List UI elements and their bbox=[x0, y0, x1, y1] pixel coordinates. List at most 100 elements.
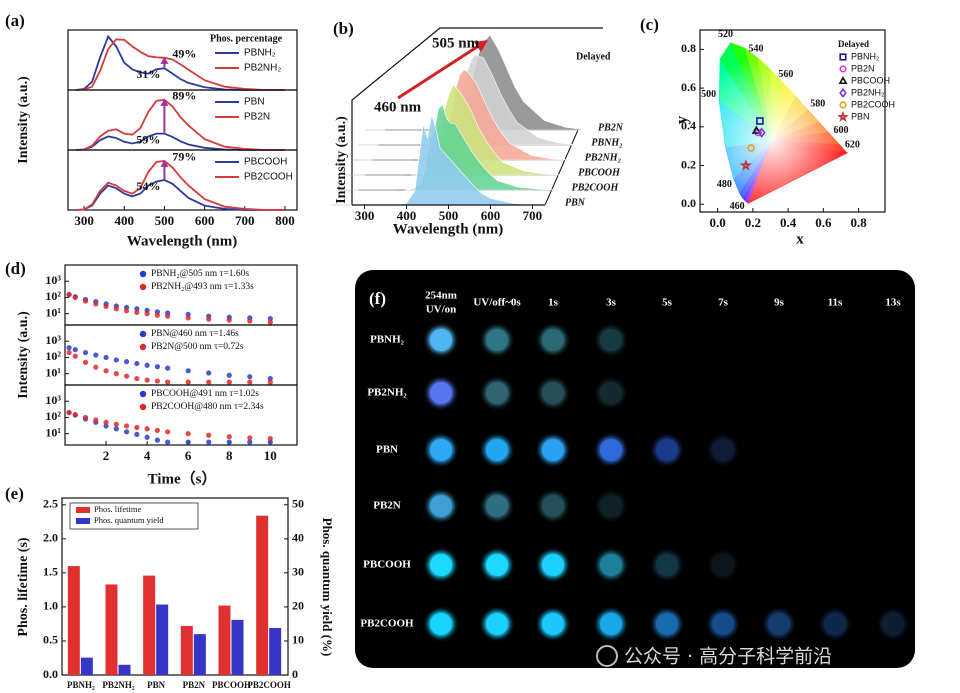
y-tick-label: 2.5 bbox=[43, 497, 58, 511]
sample-spot bbox=[430, 329, 452, 351]
x-tick-label: 600 bbox=[481, 208, 501, 223]
y-axis-label: Phos. lifetime (s) bbox=[16, 537, 31, 636]
sample-spot bbox=[542, 382, 564, 404]
y-tick-label: 2.0 bbox=[43, 531, 58, 545]
panel-label: (c) bbox=[640, 15, 659, 34]
series-label: PB2NH₂ bbox=[585, 152, 621, 163]
data-point bbox=[206, 379, 212, 385]
y-tick-label: 40 bbox=[292, 531, 304, 545]
x-tick-label: PBCOOH bbox=[212, 680, 251, 690]
data-point bbox=[185, 439, 191, 445]
data-point bbox=[82, 349, 89, 356]
y-tick-label: 10¹ bbox=[45, 425, 61, 439]
legend-label: PB2N bbox=[851, 63, 875, 73]
x-tick-label: 2 bbox=[103, 448, 110, 463]
sample-spot bbox=[430, 554, 452, 576]
wavelength-label: 500 bbox=[701, 89, 716, 100]
spectrum-line bbox=[75, 38, 285, 91]
x-tick-label: 600 bbox=[195, 213, 215, 228]
series-label: PB2N bbox=[598, 122, 624, 133]
x-tick-label: PBN bbox=[147, 680, 166, 690]
data-point bbox=[154, 364, 160, 370]
x-tick-label: 8 bbox=[226, 448, 233, 463]
sample-spot bbox=[486, 382, 508, 404]
data-point bbox=[185, 431, 191, 437]
data-point bbox=[93, 417, 99, 423]
annotation: 79% bbox=[172, 150, 196, 164]
series-label: PBN bbox=[565, 197, 586, 208]
bar bbox=[67, 566, 80, 675]
data-point bbox=[144, 377, 150, 383]
data-point bbox=[82, 359, 89, 365]
legend-swatch bbox=[76, 518, 90, 524]
data-point bbox=[144, 311, 150, 317]
sample-spot bbox=[656, 613, 678, 635]
y-tick-label: 0.2 bbox=[681, 157, 696, 171]
data-point bbox=[66, 409, 72, 416]
column-header: 9s bbox=[774, 297, 785, 309]
point bbox=[739, 159, 752, 171]
data-point bbox=[226, 434, 232, 440]
y-tick-label: 0.8 bbox=[681, 41, 696, 55]
data-point bbox=[144, 426, 150, 432]
data-point bbox=[247, 439, 253, 445]
wavelength-label: 540 bbox=[748, 44, 763, 55]
legend-label: PB2NH₂ bbox=[851, 87, 885, 97]
point bbox=[747, 144, 755, 152]
data-point bbox=[144, 362, 150, 368]
y-tick-label: 10² bbox=[45, 409, 61, 423]
data-point bbox=[134, 431, 140, 438]
x-axis-label: Wavelength (nm) bbox=[127, 233, 237, 249]
data-point bbox=[134, 375, 140, 382]
data-point bbox=[185, 368, 191, 374]
data-point bbox=[82, 298, 89, 304]
column-header: UV/on bbox=[426, 304, 457, 316]
y-tick-label: 10³ bbox=[45, 393, 61, 407]
x-tick-label: 4 bbox=[144, 448, 151, 463]
plot-frame bbox=[64, 384, 298, 446]
wavelength-label: 480 bbox=[717, 179, 732, 190]
wavelength-label: 580 bbox=[810, 98, 825, 109]
column-header: 1s bbox=[548, 297, 559, 309]
wavelength-label: 520 bbox=[718, 29, 733, 40]
data-point bbox=[113, 426, 119, 432]
x-tick-label: 6 bbox=[185, 448, 192, 463]
plot-frame bbox=[67, 149, 298, 211]
sample-spot bbox=[600, 439, 622, 461]
data-point bbox=[113, 421, 119, 427]
legend-box bbox=[69, 502, 199, 530]
legend-label: PBN bbox=[851, 111, 870, 121]
data-point bbox=[103, 419, 109, 425]
data-point bbox=[103, 423, 109, 429]
column-header: 11s bbox=[828, 297, 843, 309]
sample-spot bbox=[712, 439, 734, 461]
y-tick-label: 0.4 bbox=[681, 119, 696, 133]
point bbox=[751, 125, 762, 134]
panel-label: (b) bbox=[333, 19, 354, 38]
data-point bbox=[144, 434, 150, 440]
x-tick-label: PB2NH₂ bbox=[102, 680, 135, 690]
y-tick-label: 20 bbox=[292, 599, 304, 613]
data-point bbox=[185, 379, 191, 385]
data-point bbox=[103, 368, 109, 374]
data-point bbox=[123, 308, 130, 314]
legend-label: Phos. lifetime bbox=[94, 504, 141, 514]
data-point bbox=[93, 301, 99, 307]
data-point bbox=[247, 435, 253, 441]
column-header: 5s bbox=[662, 297, 673, 309]
x-tick-label: 0.2 bbox=[745, 215, 761, 230]
data-point bbox=[113, 306, 119, 312]
legend-label: PBCOOH@491 nm τ=1.02s bbox=[151, 389, 259, 399]
data-point bbox=[72, 411, 78, 418]
spectrum-line bbox=[75, 34, 285, 91]
axis-box bbox=[351, 27, 603, 205]
data-point bbox=[134, 306, 140, 312]
y-tick-label: 0.0 bbox=[43, 667, 58, 681]
point bbox=[757, 127, 766, 138]
column-header: 13s bbox=[885, 297, 901, 309]
chart-title: Delayed bbox=[576, 51, 611, 62]
bar bbox=[80, 657, 93, 675]
row-label: PB2COOH bbox=[360, 618, 414, 630]
sample-spot bbox=[486, 554, 508, 576]
